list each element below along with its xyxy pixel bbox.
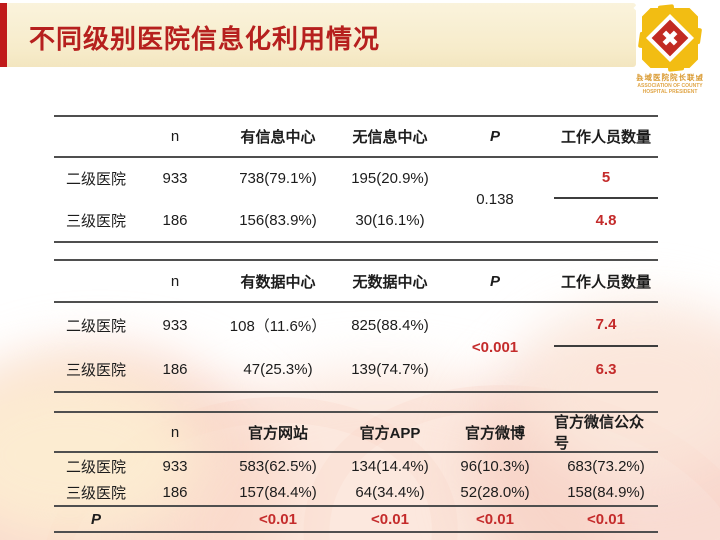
column-header-no-info-center: 无信息中心 [344,117,436,158]
column-header-p: P [436,261,554,303]
table-cell: 186 [162,483,188,501]
organization-logo: 县域医院院长联盟 ASSOCIATION OF COUNTY HOSPITAL … [633,0,707,100]
column-header [54,413,138,453]
table-data-center: n 有数据中心 无数据中心 P 工作人员数量 二级医院 933 108（11.6… [54,259,658,393]
table-cell: 47(25.3%) [243,360,313,378]
table-cell: 108（11.6%） [229,317,327,335]
column-header [54,117,138,158]
logo-en-line2: HOSPITAL PRESIDENT [642,89,698,95]
p-value-website: <0.01 [212,505,344,531]
table-cell: 134(14.4%) [351,457,429,475]
column-header-n: n [138,413,212,453]
table-official-platforms: n 官方网站 官方APP 官方微博 官方微信公众号 二级医院 933 583(6… [54,411,658,533]
hands-cross-logo-icon [633,0,707,77]
p-value-app: <0.01 [344,505,436,531]
table-info-center: n 有信息中心 无信息中心 P 工作人员数量 二级医院 933 738(79.1… [54,115,658,243]
logo-org-name-cn: 县域医院院长联盟 [636,73,704,82]
p-value-weibo: <0.01 [436,505,554,531]
staff-count-level2: 7.4 [554,303,658,347]
p-value: <0.001 [471,338,519,356]
table-cell: 96(10.3%) [460,457,530,475]
table-cell: 933 [162,457,188,475]
table-cell: 583(62.5%) [239,457,317,475]
table-cell: 933 [162,316,188,334]
column-header-has-data-center: 有数据中心 [212,261,344,303]
logo-org-name-en: ASSOCIATION OF COUNTY HOSPITAL PRESIDENT [634,83,706,95]
row-label-level2-hospital: 二级医院 [65,171,126,188]
row-label-level3-hospital: 三级医院 [65,361,126,379]
column-header-n: n [138,117,212,158]
table-cell: 825(88.4%) [351,316,429,334]
table-cell: 52(28.0%) [460,483,530,501]
table-cell: 158(84.9%) [567,483,645,501]
page-title: 不同级别医院信息化利用情况 [29,23,381,54]
table-cell: 186 [162,360,188,378]
table-cell: 683(73.2%) [567,457,645,475]
column-header-p: P [436,117,554,158]
row-label-level3-hospital: 三级医院 [65,212,126,230]
logo-en-line1: ASSOCIATION OF COUNTY [637,83,703,89]
p-value-wechat: <0.01 [554,505,658,531]
table-cell: 195(20.9%) [351,170,429,187]
pink-blob [520,300,720,480]
row-label-level3-hospital: 三级医院 [65,484,126,502]
column-header-has-info-center: 有信息中心 [212,117,344,158]
staff-count-level3: 4.8 [595,211,617,229]
row-label-level2-hospital: 二级医院 [65,458,126,476]
column-header-no-data-center: 无数据中心 [344,261,436,303]
table-cell: 738(79.1%) [239,170,317,187]
p-value: 0.138 [476,191,514,208]
yellow-blob [0,370,200,540]
table-cell: 933 [162,170,188,187]
column-header-app: 官方APP [344,413,436,453]
logo-finger [693,27,703,45]
title-banner: 不同级别医院信息化利用情况 [7,3,636,67]
column-header-weibo: 官方微博 [436,413,554,453]
column-header-n: n [138,261,212,303]
p-row-label: P [54,505,138,531]
red-cross-diamond-icon [651,19,689,57]
table-cell: 30(16.1%) [355,211,425,229]
p-row-empty-cell [138,505,212,531]
logo-finger [667,64,685,72]
table-cell: 156(83.9%) [239,211,317,229]
staff-count-level3: 6.3 [595,360,617,378]
logo-finger [637,31,647,49]
column-header [54,261,138,303]
table-cell: 186 [162,211,188,229]
staff-count-level2: 5 [554,158,658,199]
table-cell: 64(34.4%) [355,483,425,501]
column-header-staff-count: 工作人员数量 [554,261,658,303]
column-header-staff-count: 工作人员数量 [554,117,658,158]
logo-finger [657,4,675,12]
table-cell: 157(84.4%) [239,483,317,501]
row-label-level2-hospital: 二级医院 [65,317,126,335]
column-header-website: 官方网站 [212,413,344,453]
table-cell: 139(74.7%) [351,360,429,378]
column-header-wechat: 官方微信公众号 [554,413,658,453]
left-accent-stripe [0,3,7,67]
